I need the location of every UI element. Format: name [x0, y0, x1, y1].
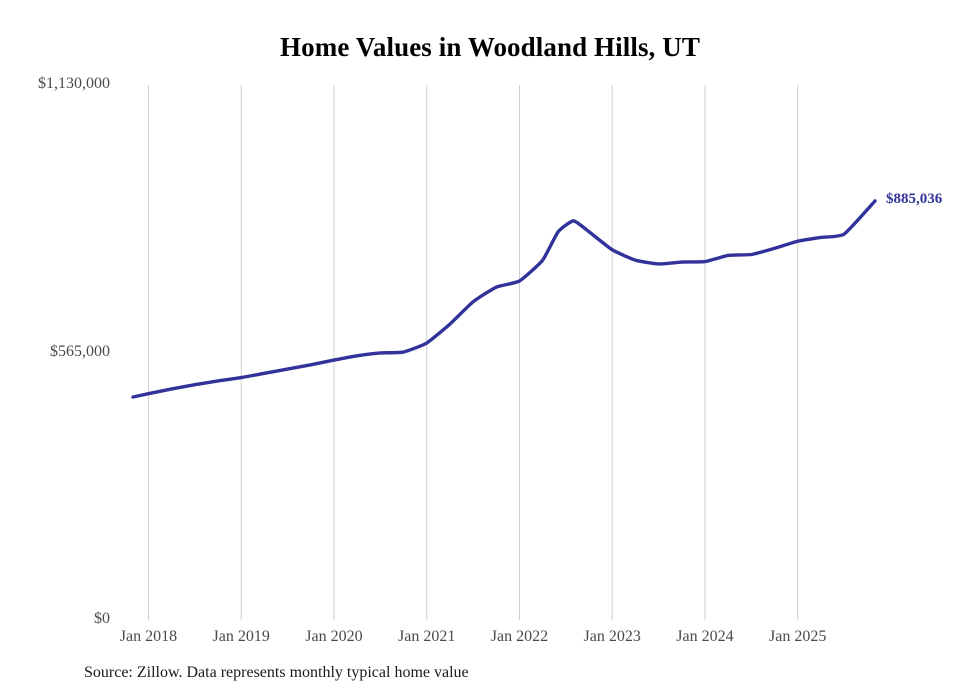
x-tick-label: Jan 2024 — [676, 628, 734, 645]
y-tick-label: $565,000 — [50, 342, 110, 360]
chart-title: Home Values in Woodland Hills, UT — [280, 32, 700, 62]
x-tick-label: Jan 2018 — [119, 628, 178, 645]
x-tick-label: Jan 2019 — [212, 628, 270, 645]
gridlines-group — [147, 85, 799, 620]
y-axis: $0 $565,000 $1,130,000 — [0, 0, 110, 699]
source-note: Source: Zillow. Data represents monthly … — [84, 664, 469, 681]
x-tick-label: Jan 2023 — [583, 628, 641, 645]
x-tick-label: Jan 2022 — [490, 628, 549, 645]
series-group — [131, 199, 877, 399]
x-tick-label: Jan 2021 — [398, 628, 456, 645]
series-line-0 — [131, 199, 877, 399]
end-value-annotation: $885,036 — [886, 190, 943, 207]
x-tick-label: Jan 2020 — [305, 628, 363, 645]
x-tick-label: Jan 2025 — [769, 628, 827, 645]
y-tick-label: $0 — [94, 610, 110, 627]
y-tick-label: $1,130,000 — [38, 75, 110, 92]
